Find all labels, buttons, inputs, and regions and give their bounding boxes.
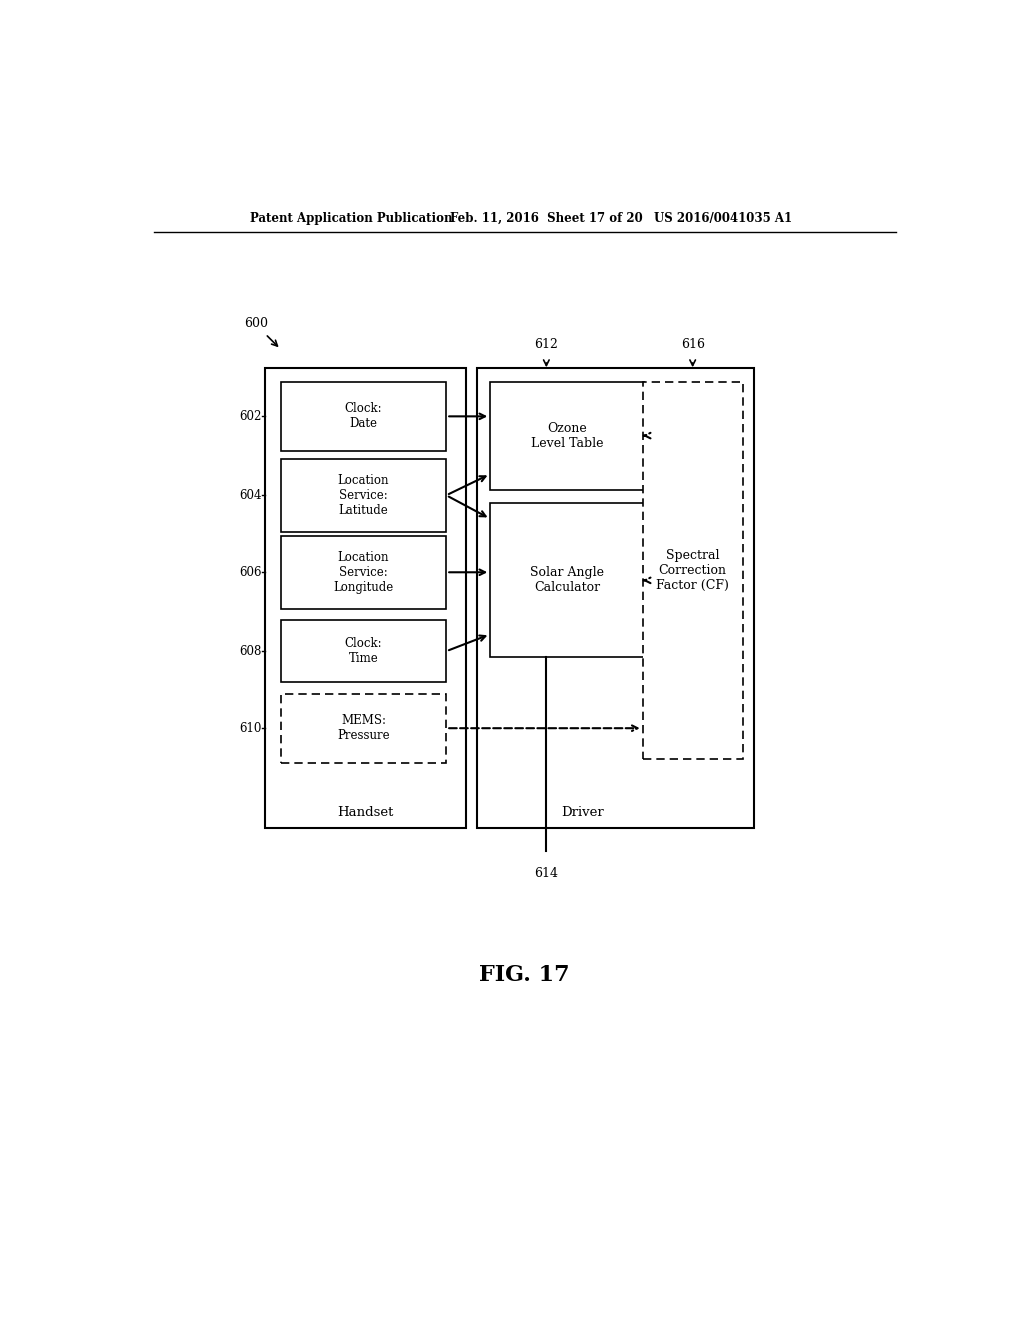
Text: Handset: Handset: [337, 807, 393, 820]
Text: MEMS:
Pressure: MEMS: Pressure: [337, 714, 390, 742]
Text: Solar Angle
Calculator: Solar Angle Calculator: [530, 566, 604, 594]
Bar: [281, 620, 446, 682]
Text: 608: 608: [239, 644, 261, 657]
Text: 600: 600: [245, 317, 268, 330]
Bar: [643, 381, 742, 759]
Text: Feb. 11, 2016  Sheet 17 of 20: Feb. 11, 2016 Sheet 17 of 20: [451, 213, 643, 224]
Text: FIG. 17: FIG. 17: [479, 964, 570, 986]
Bar: [281, 536, 446, 609]
Text: Clock:
Time: Clock: Time: [345, 638, 382, 665]
Text: Spectral
Correction
Factor (CF): Spectral Correction Factor (CF): [656, 549, 729, 591]
Text: 616: 616: [681, 338, 705, 351]
Text: US 2016/0041035 A1: US 2016/0041035 A1: [654, 213, 793, 224]
Text: 602: 602: [239, 409, 261, 422]
Text: Driver: Driver: [561, 807, 604, 820]
Text: Clock:
Date: Clock: Date: [345, 403, 382, 430]
Text: 606: 606: [239, 566, 261, 578]
Bar: [281, 693, 446, 763]
Text: Location
Service:
Latitude: Location Service: Latitude: [338, 474, 389, 516]
Text: 612: 612: [535, 338, 558, 351]
Text: Ozone
Level Table: Ozone Level Table: [530, 421, 603, 450]
Bar: [281, 381, 446, 451]
Bar: [281, 459, 446, 532]
Bar: [265, 368, 466, 829]
Bar: [490, 503, 644, 657]
Bar: [490, 381, 644, 490]
Text: 610: 610: [239, 722, 261, 735]
Text: Location
Service:
Longitude: Location Service: Longitude: [334, 550, 393, 594]
Text: 604: 604: [239, 488, 261, 502]
Bar: [477, 368, 755, 829]
Text: 614: 614: [535, 867, 558, 880]
Text: Patent Application Publication: Patent Application Publication: [250, 213, 453, 224]
